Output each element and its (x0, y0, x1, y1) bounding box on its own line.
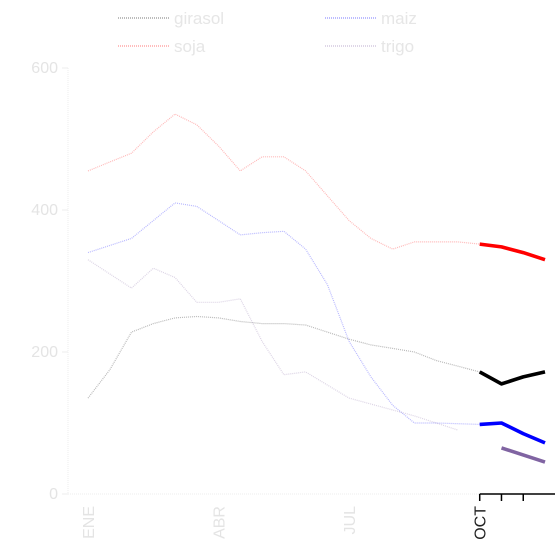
chart-legend: girasol soja maiz trigo (118, 9, 417, 56)
legend-label-maiz: maiz (381, 9, 417, 28)
chart-axes: 0 200 400 600 ENE ABR JUL OCT (31, 60, 555, 540)
series-line-trigo-faint (87, 259, 459, 431)
series-line-trigo (500, 446, 546, 464)
legend-label-soja: soja (174, 37, 206, 56)
series-line-maiz (479, 421, 546, 445)
series-line-maiz-faint (87, 202, 480, 425)
series-line-girasol-faint (87, 315, 480, 399)
chart-series (87, 113, 546, 464)
y-tick-label: 0 (49, 486, 58, 503)
y-tick-label: 600 (31, 60, 58, 77)
legend-label-trigo: trigo (381, 37, 414, 56)
y-tick-label: 200 (31, 344, 58, 361)
series-line-soja (479, 242, 546, 262)
series-line-soja-faint (87, 113, 480, 250)
y-tick-label: 400 (31, 202, 58, 219)
x-tick-label: JUL (342, 506, 359, 535)
x-tick-label: ENE (81, 506, 98, 539)
series-line-girasol (478, 370, 546, 386)
x-tick-label: OCT (473, 506, 490, 540)
legend-label-girasol: girasol (174, 9, 224, 28)
x-tick-label: ABR (212, 506, 229, 539)
